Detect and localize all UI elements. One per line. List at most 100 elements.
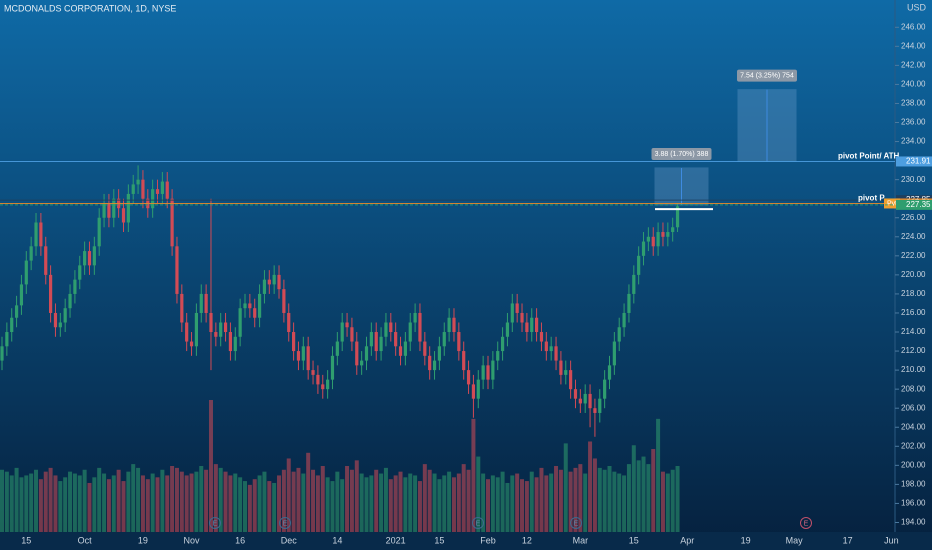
candle-body [403,341,407,356]
candle-body [486,365,490,380]
volume-bar [451,477,456,532]
x-tick-label: Apr [680,535,694,545]
volume-bar [549,473,554,532]
volume-bar [145,479,150,532]
candle-body [53,312,58,328]
candle-body [185,322,189,342]
candle-body [564,370,568,375]
y-tick-label: 240.00 [901,80,926,89]
volume-bar [68,471,73,532]
candle-body [19,284,24,306]
y-tick-label: 214.00 [901,327,926,336]
volume-bar [554,466,559,532]
candle-body [481,365,485,380]
candle-body [49,274,53,313]
candle-body [39,222,43,247]
event-label: E [574,520,579,527]
volume-bar [179,471,184,532]
volume-bar [174,467,179,532]
candle-body [617,327,621,342]
volume-bar [490,475,495,532]
volume-bar [170,466,175,532]
volume-bar [247,484,252,532]
candle-body [398,346,403,356]
candle-body [311,370,315,375]
candle-body [607,365,612,380]
volume-bar [92,477,97,532]
candle-body [5,332,9,347]
volume-bar [456,473,461,532]
x-tick-label: 16 [235,535,245,545]
x-tick-label: Jun [884,535,899,545]
candle-body [78,265,82,280]
volume-bar [354,460,359,532]
candle-body [0,346,4,361]
candle-body [476,379,480,399]
y-tick-label: 238.00 [901,99,926,108]
candle-body [194,312,198,347]
volume-bar [369,475,374,532]
volume-bar [495,477,500,532]
price-label: 227.35 [906,200,931,209]
volume-bar [252,479,257,532]
x-tick-label: Mar [573,535,589,545]
volume-bar [189,473,194,532]
measure-label: 3.88 (1.70%) 388 [655,151,709,158]
volume-bar [325,477,330,532]
volume-bar [126,471,131,532]
event-label: E [283,520,288,527]
volume-bar [315,475,320,532]
candle-body [632,274,636,294]
candle-body [141,179,145,199]
volume-bar [262,471,267,532]
x-tick-label: 17 [843,535,853,545]
x-tick-label: Oct [78,535,93,545]
event-label: E [213,520,218,527]
candle-body [219,322,223,337]
candle-body [520,312,524,323]
candle-body [68,293,72,309]
volume-bar [131,464,136,532]
volume-bar [4,471,9,532]
candle-body [160,181,164,194]
candle-body [515,303,519,313]
event-marker [472,517,484,529]
candle-body [428,355,432,371]
candle-body [578,398,582,404]
volume-bar [427,469,432,532]
candle-body [243,303,247,309]
volume-bar [447,471,452,532]
volume-bar [53,475,58,532]
volume-bar [165,475,170,532]
candle-body [92,246,96,266]
candle-body [287,312,291,333]
volume-bar [208,400,213,532]
candle-body [165,181,169,199]
candle-body [603,379,607,399]
candle-body [83,251,87,266]
volume-bar [320,466,325,532]
candle-body [306,346,310,371]
volume-bar [558,469,563,532]
volume-bar [14,467,19,532]
candle-body [569,370,573,390]
candle-body [384,322,388,337]
volume-bar [524,481,529,532]
candle-body [452,317,456,333]
y-tick-label: 246.00 [901,22,926,31]
candle-body [510,303,514,323]
candle-body [292,332,296,352]
volume-bar [646,464,651,532]
volume-bar [48,467,53,532]
y-tick-label: 212.00 [901,346,926,355]
candle-body [248,303,252,309]
x-tick-label: 15 [434,535,444,545]
volume-bar [529,471,534,532]
y-tick-label: 216.00 [901,308,926,317]
volume-bar [213,464,218,532]
candle-body [253,308,257,318]
volume-bar [277,475,282,532]
volume-bar [140,475,145,532]
candle-body [14,305,19,318]
candle-body [554,346,558,361]
